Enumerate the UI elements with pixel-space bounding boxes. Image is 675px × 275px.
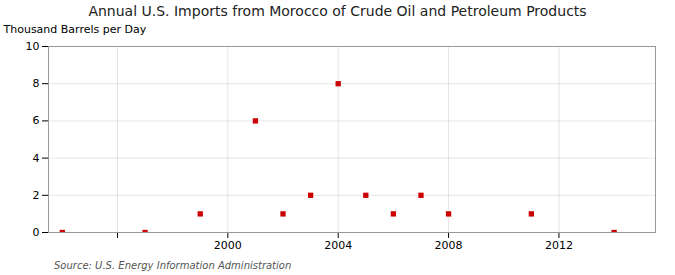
svg-text:10: 10 — [26, 40, 40, 53]
svg-text:Thousand Barrels per Day: Thousand Barrels per Day — [3, 23, 147, 36]
svg-text:2000: 2000 — [214, 239, 242, 252]
svg-text:6: 6 — [33, 114, 40, 127]
html-text:Source: U.S. Energy Informatio: Source: U.S. Energy Information Administ… — [54, 260, 292, 271]
svg-text:8: 8 — [33, 77, 40, 90]
svg-text:2: 2 — [33, 189, 40, 202]
svg-text:2008: 2008 — [435, 239, 463, 252]
svg-text:4: 4 — [33, 152, 40, 165]
svg-text:0: 0 — [33, 226, 40, 239]
html-text:Annual U.S. Imports from Moroc: Annual U.S. Imports from Morocco of Crud… — [88, 3, 587, 19]
svg-text:2004: 2004 — [324, 239, 352, 252]
svg-text:2012: 2012 — [545, 239, 573, 252]
